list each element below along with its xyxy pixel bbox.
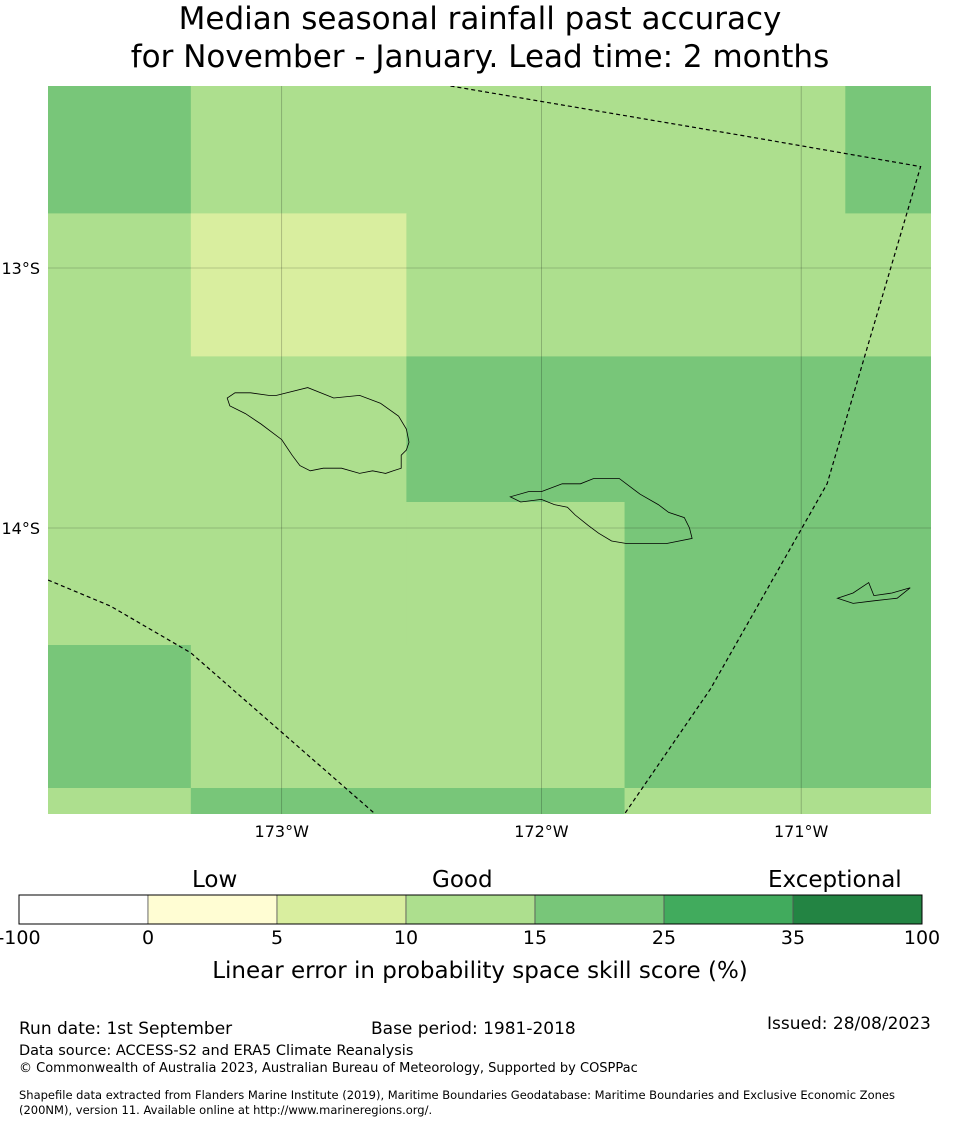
- latitude-label: 14°S: [1, 519, 40, 538]
- base-period: Base period: 1981-2018: [371, 1019, 576, 1039]
- colorbar-segment: [792, 894, 923, 925]
- skill-cell: [624, 645, 931, 789]
- colorbar-tick-label: -100: [0, 927, 41, 949]
- shapefile-credit-line-1: Shapefile data extracted from Flanders M…: [19, 1088, 895, 1102]
- title-line-2: for November - January. Lead time: 2 mon…: [130, 39, 830, 75]
- skill-cell: [48, 213, 192, 357]
- skill-cell: [624, 788, 931, 814]
- shapefile-credit-line-2: (200NM), version 11. Available online at…: [19, 1103, 433, 1117]
- skill-cell: [845, 86, 931, 214]
- colorbar-category-good: Good: [432, 867, 493, 893]
- skill-cell: [624, 502, 931, 646]
- data-source: Data source: ACCESS-S2 and ERA5 Climate …: [19, 1043, 414, 1059]
- colorbar-segment: [276, 894, 407, 925]
- colorbar-segment: [18, 894, 149, 925]
- run-date: Run date: 1st September: [19, 1019, 233, 1039]
- skill-cell: [48, 502, 407, 646]
- island-coastline: [509, 478, 693, 544]
- skill-cell: [406, 356, 931, 503]
- colorbar-segment: [147, 894, 278, 925]
- island-coastline: [226, 387, 410, 474]
- colorbar-tick-label: 100: [903, 927, 941, 949]
- skill-cell: [190, 645, 626, 789]
- colorbar-segment: [663, 894, 794, 925]
- copyright: © Commonwealth of Australia 2023, Austra…: [19, 1061, 638, 1076]
- longitude-label: 171°W: [774, 822, 829, 841]
- colorbar-category-low: Low: [192, 867, 238, 893]
- skill-cell: [406, 502, 626, 646]
- longitude-label: 172°W: [514, 822, 569, 841]
- skill-cell: [190, 213, 407, 357]
- colorbar: [18, 894, 923, 925]
- island-coastline: [836, 581, 911, 604]
- axis-labels: 13°S 14°S 173°W 172°W 171°W: [1, 259, 828, 841]
- colorbar-tick-label: 0: [141, 927, 155, 949]
- colorbar-outline: [18, 894, 923, 925]
- skill-cell: [406, 213, 931, 357]
- skill-cell: [48, 356, 407, 503]
- skill-cell: [48, 86, 192, 214]
- colorbar-tick-label: 5: [270, 927, 284, 949]
- colorbar-segment: [534, 894, 665, 925]
- skill-cell: [48, 788, 192, 814]
- skill-cell: [190, 788, 626, 814]
- colorbar-tick-label: 35: [780, 927, 806, 949]
- skill-cell: [190, 86, 846, 214]
- title-line-1: Median seasonal rainfall past accuracy: [178, 1, 782, 37]
- colorbar-category-exceptional: Exceptional: [768, 867, 902, 893]
- colorbar-label: Linear error in probability space skill …: [212, 958, 748, 984]
- colorbar-tick-label: 25: [651, 927, 677, 949]
- chart-title: Median seasonal rainfall past accuracy f…: [0, 0, 960, 76]
- issued-date: Issued: 28/08/2023: [767, 1014, 931, 1034]
- eez-boundary-line: [450, 86, 922, 814]
- longitude-label: 173°W: [255, 822, 310, 841]
- skill-cell: [48, 645, 192, 789]
- colorbar-segment: [405, 894, 536, 925]
- map-area: [48, 86, 931, 814]
- colorbar-tick-label: 15: [522, 927, 548, 949]
- latitude-label: 13°S: [1, 259, 40, 278]
- eez-boundary-line: [48, 579, 376, 814]
- colorbar-tick-label: 10: [393, 927, 419, 949]
